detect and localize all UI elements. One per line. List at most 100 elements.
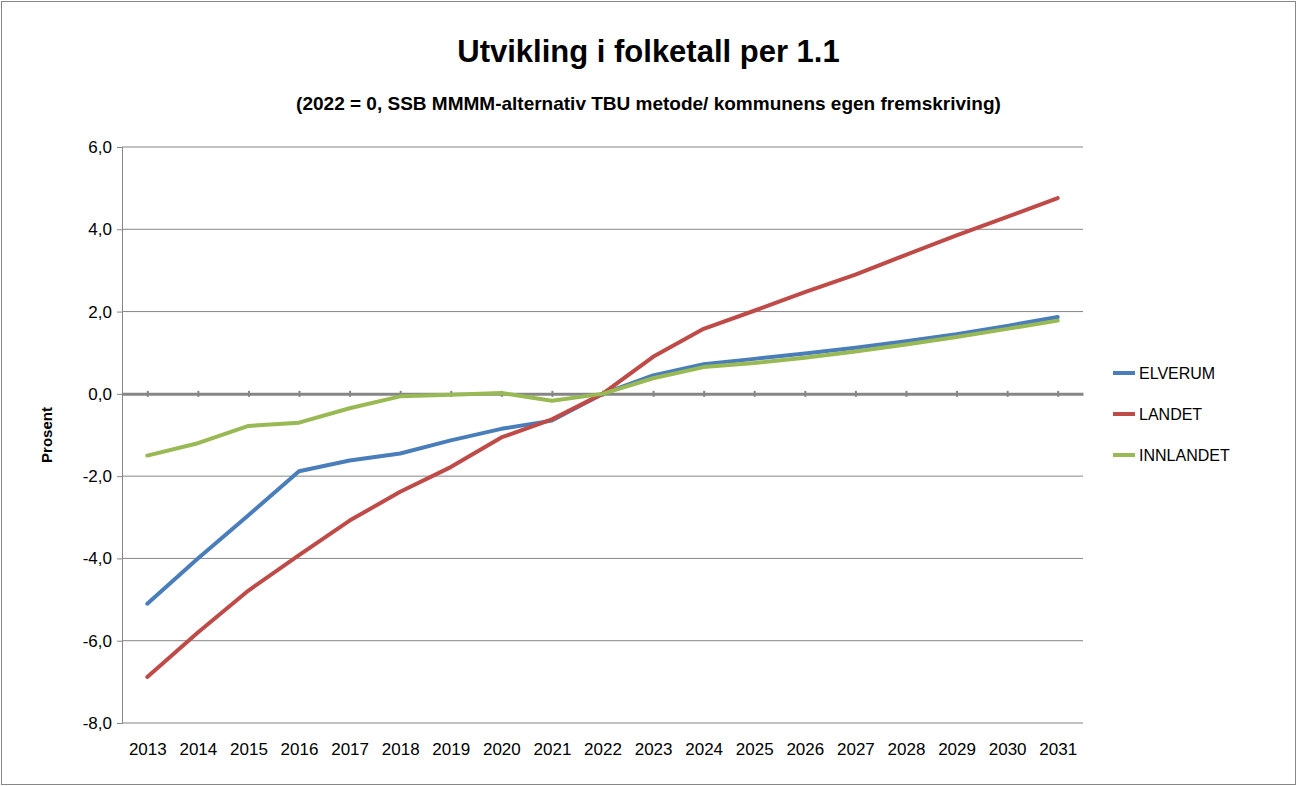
y-tick-mark — [117, 641, 122, 642]
legend-item: INNLANDET — [1113, 447, 1230, 464]
x-tick-label: 2030 — [989, 740, 1027, 759]
legend-item: ELVERUM — [1113, 365, 1215, 382]
y-axis: -8,0 -6,0 -4,0 -2,0 0,0 2,0 4,0 6,0 — [83, 138, 123, 733]
y-tick-label: 2,0 — [88, 303, 112, 322]
grid-line — [122, 558, 1083, 559]
x-tick-mark — [147, 391, 149, 397]
chart: Utvikling i folketall per 1.1 (2022 = 0, … — [0, 0, 1297, 786]
x-tick-label: 2024 — [685, 740, 723, 759]
x-tick-mark — [349, 391, 351, 397]
x-tick-mark — [1007, 391, 1009, 397]
y-tick-mark — [117, 558, 122, 559]
y-tick-mark — [117, 394, 122, 395]
legend-label: LANDET — [1139, 406, 1202, 423]
x-tick-mark — [653, 391, 655, 397]
y-tick-mark — [117, 723, 122, 724]
x-tick: 2026 — [786, 391, 824, 759]
x-tick-mark — [754, 391, 756, 397]
grid — [122, 147, 1083, 723]
series-line — [147, 321, 1057, 456]
x-tick: 2018 — [382, 391, 420, 759]
y-tick-mark — [117, 312, 122, 313]
y-tick-label: 4,0 — [88, 220, 112, 239]
grid-line — [122, 640, 1083, 641]
x-tick-label: 2018 — [382, 740, 420, 759]
legend-swatch — [1113, 453, 1135, 457]
x-tick: 2031 — [1039, 391, 1077, 759]
x-tick-label: 2023 — [635, 740, 673, 759]
x-tick-mark — [197, 391, 199, 397]
y-tick: -4,0 — [83, 549, 122, 568]
x-tick-label: 2014 — [179, 740, 217, 759]
x-tick: 2029 — [938, 391, 976, 759]
y-axis-title: Prosent — [38, 407, 55, 463]
y-tick-label: -4,0 — [83, 549, 112, 568]
x-tick-mark — [703, 391, 705, 397]
y-tick: 6,0 — [88, 138, 122, 157]
x-tick: 2022 — [584, 391, 622, 759]
x-tick: 2025 — [736, 391, 774, 759]
series-line — [147, 317, 1057, 604]
legend: ELVERUM LANDET INNLANDET — [1113, 365, 1230, 464]
plot: -8,0 -6,0 -4,0 -2,0 0,0 2,0 4,0 6,0 2013 2014 2015… — [83, 138, 1084, 759]
x-axis: 2013 2014 2015 2016 2017 2018 2019 2020 2021 2022… — [123, 391, 1084, 759]
x-tick-label: 2025 — [736, 740, 774, 759]
legend-swatch — [1113, 412, 1135, 416]
grid-line — [122, 723, 1083, 724]
x-tick-label: 2031 — [1039, 740, 1077, 759]
x-tick-label: 2016 — [281, 740, 319, 759]
x-tick: 2019 — [432, 391, 470, 759]
y-tick: 2,0 — [88, 303, 122, 322]
x-tick-mark — [248, 391, 250, 397]
x-tick: 2015 — [230, 391, 268, 759]
x-tick-mark — [956, 391, 958, 397]
x-tick-mark — [905, 391, 907, 397]
title: Utvikling i folketall per 1.1 — [457, 34, 839, 69]
x-tick: 2017 — [331, 391, 369, 759]
y-tick-label: 6,0 — [88, 138, 112, 157]
x-tick-label: 2027 — [837, 740, 875, 759]
x-tick-mark — [855, 391, 857, 397]
y-tick: -2,0 — [83, 467, 122, 486]
grid-line — [122, 476, 1083, 477]
x-tick-label: 2020 — [483, 740, 521, 759]
grid-line — [122, 147, 1083, 148]
x-tick-mark — [804, 391, 806, 397]
x-tick-mark — [1057, 391, 1059, 397]
x-tick: 2024 — [685, 391, 723, 759]
x-tick-label: 2022 — [584, 740, 622, 759]
y-tick: 4,0 — [88, 220, 122, 239]
x-tick-label: 2017 — [331, 740, 369, 759]
subtitle: (2022 = 0, SSB MMMM-alternativ TBU metod… — [296, 93, 1001, 114]
x-tick: 2016 — [281, 391, 319, 759]
legend-label: INNLANDET — [1139, 447, 1230, 464]
x-tick-label: 2015 — [230, 740, 268, 759]
series-line — [147, 198, 1057, 677]
y-tick: -6,0 — [83, 632, 122, 651]
grid-line — [122, 311, 1083, 312]
x-tick: 2013 — [129, 391, 167, 759]
chart-border — [2, 2, 1296, 785]
x-tick: 2027 — [837, 391, 875, 759]
x-tick: 2021 — [534, 391, 572, 759]
legend-swatch — [1113, 371, 1135, 375]
x-tick-mark — [551, 391, 553, 397]
y-tick-label: -2,0 — [83, 467, 112, 486]
series-group — [147, 198, 1057, 677]
x-tick-label: 2021 — [534, 740, 572, 759]
y-tick-label: -8,0 — [83, 714, 112, 733]
x-tick: 2030 — [989, 391, 1027, 759]
y-tick-label: 0,0 — [88, 385, 112, 404]
y-tick-mark — [117, 229, 122, 230]
x-tick-mark — [299, 391, 301, 397]
legend-item: LANDET — [1113, 406, 1202, 423]
x-tick-label: 2013 — [129, 740, 167, 759]
x-tick-label: 2028 — [888, 740, 926, 759]
grid-line — [122, 229, 1083, 230]
y-tick: -8,0 — [83, 714, 122, 733]
x-tick-label: 2019 — [432, 740, 470, 759]
legend-label: ELVERUM — [1139, 365, 1215, 382]
y-tick-mark — [117, 476, 122, 477]
y-tick-label: -6,0 — [83, 632, 112, 651]
x-tick: 2023 — [635, 391, 673, 759]
